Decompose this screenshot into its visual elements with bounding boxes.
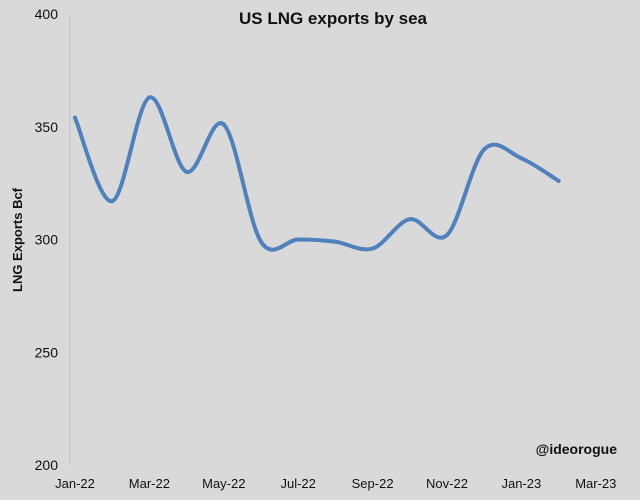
x-tick-labels: Jan-22 Mar-22 May-22 Jul-22 Sep-22 Nov-22 Jan-… [55, 476, 616, 491]
y-tick-label: 400 [35, 6, 59, 22]
data-point-Nov-22 [445, 232, 449, 237]
data-points [73, 95, 561, 251]
x-tick-label: Jan-23 [502, 476, 542, 491]
chart-title: US LNG exports by sea [239, 9, 428, 28]
data-point-Jan-23 [519, 156, 524, 161]
data-point-Feb-22 [110, 199, 115, 204]
data-point-Aug-22 [333, 239, 338, 244]
series-line [73, 95, 561, 252]
x-tick-label: Jan-22 [55, 476, 95, 491]
data-point-Feb-23 [556, 178, 561, 183]
data-point-Mar-22 [147, 95, 152, 100]
x-tick-label: Mar-22 [129, 476, 170, 491]
watermark-text: @ideorogue [536, 441, 618, 457]
y-axis-label: LNG Exports Bcf [10, 187, 25, 292]
data-point-May-22 [221, 122, 226, 127]
y-tick-label: 350 [35, 119, 59, 135]
y-tick-label: 250 [35, 344, 59, 360]
data-point-Apr-22 [184, 169, 189, 174]
data-point-Jan-22 [73, 115, 77, 120]
data-point-Dec-22 [482, 147, 487, 152]
y-tick-label: 300 [35, 232, 59, 248]
data-point-Jun-22 [259, 239, 263, 244]
y-tick-labels: 200 250 300 350 400 [35, 6, 59, 473]
data-point-Sep-22 [370, 246, 375, 251]
data-point-Oct-22 [407, 217, 412, 222]
x-tick-label: Mar-23 [575, 476, 616, 491]
x-tick-label: May-22 [202, 476, 245, 491]
x-tick-label: Nov-22 [426, 476, 468, 491]
data-point-Jul-22 [296, 237, 301, 242]
y-tick-label: 200 [35, 457, 59, 473]
x-tick-label: Jul-22 [280, 476, 315, 491]
x-tick-label: Sep-22 [352, 476, 394, 491]
